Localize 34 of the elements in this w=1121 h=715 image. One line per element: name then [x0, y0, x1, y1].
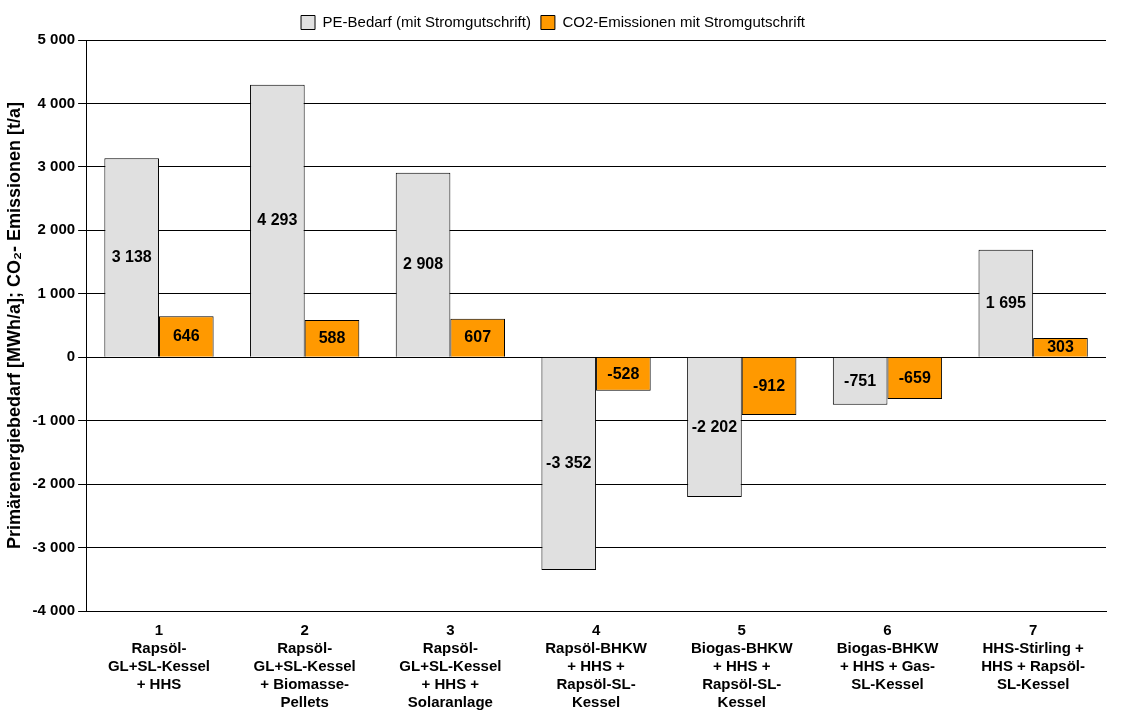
legend-label: PE-Bedarf (mit Stromgutschrift) — [322, 12, 531, 30]
x-tick-label: 4 Rapsöl-BHKW + HHS + Rapsöl-SL- Kessel — [545, 621, 648, 711]
y-axis-title: Primärenergiebedarf [MWh/a]; CO₂- Emissionen [t/a] — [3, 101, 24, 550]
y-tick-label: 4 000 — [37, 93, 76, 111]
y-tick-label: 3 000 — [37, 157, 76, 175]
data-label: 607 — [464, 328, 492, 346]
data-label: -751 — [844, 371, 877, 389]
data-label: -659 — [898, 368, 931, 386]
y-tick-label: 1 000 — [37, 283, 76, 301]
data-label: 588 — [318, 328, 346, 346]
data-label: 3 138 — [111, 247, 152, 265]
data-label: 1 695 — [985, 293, 1026, 311]
x-tick-label: 7 HHS-Stirling + HHS + Rapsöl- SL-Kessel — [981, 621, 1086, 693]
y-tick-label: -3 000 — [32, 537, 76, 555]
x-tick-label: 5 Biogas-BHKW + HHS + Rapsöl-SL- Kessel — [690, 621, 794, 711]
data-label: 4 293 — [257, 211, 298, 229]
data-label: -3 352 — [546, 454, 592, 472]
y-tick-label: 2 000 — [37, 220, 76, 238]
x-tick-label: 2 Rapsöl- GL+SL-Kessel + Biomasse- Pellets — [253, 621, 356, 711]
data-label: 303 — [1047, 337, 1074, 355]
data-label: -2 202 — [691, 417, 738, 435]
data-label: 2 908 — [403, 255, 444, 273]
y-tick-label: 0 — [66, 347, 76, 365]
y-tick-label: -4 000 — [32, 601, 76, 619]
y-tick-label: 5 000 — [37, 30, 76, 48]
legend-label: CO2-Emissionen mit Stromgutschrift — [562, 12, 806, 30]
data-label: 646 — [172, 326, 200, 344]
data-label: -528 — [607, 364, 640, 382]
y-tick-label: -2 000 — [32, 474, 76, 492]
y-tick-label: -1 000 — [32, 410, 76, 428]
data-label: -912 — [753, 376, 786, 394]
x-tick-label: 1 Rapsöl- GL+SL-Kessel + HHS — [107, 621, 211, 693]
x-tick-label: 6 Biogas-BHKW + HHS + Gas- SL-Kessel — [836, 621, 940, 693]
x-tick-label: 3 Rapsöl- GL+SL-Kessel + HHS + Solaranlage — [399, 621, 502, 711]
